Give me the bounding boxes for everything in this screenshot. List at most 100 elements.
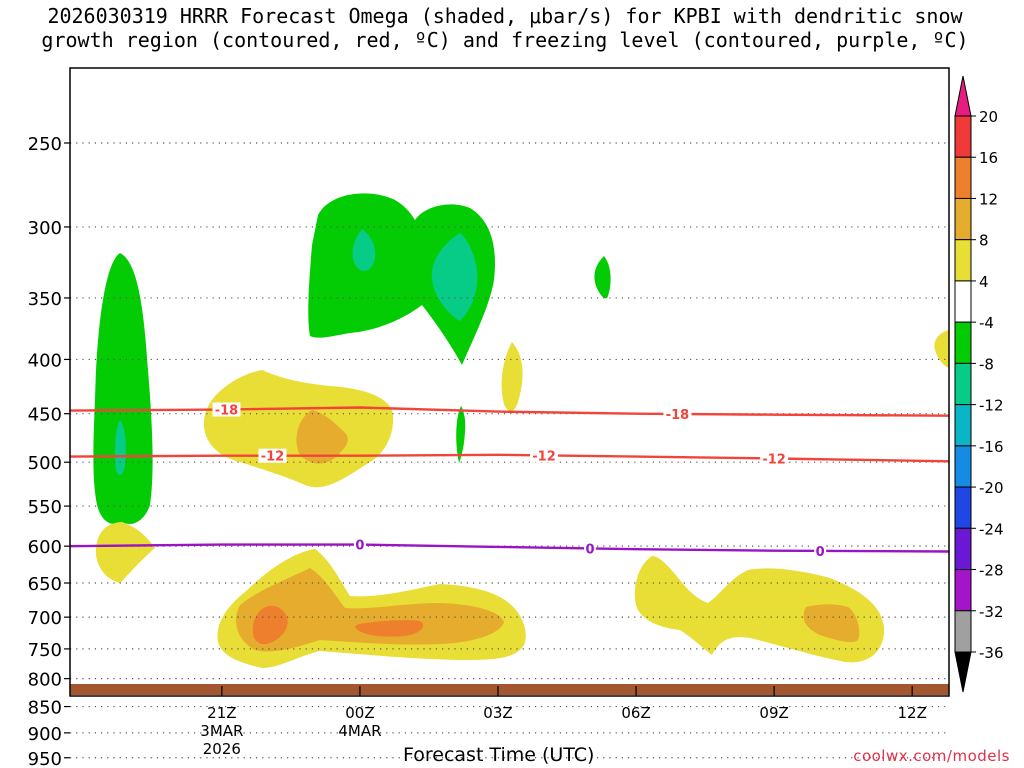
colorbar-label-4: 4 [979,273,989,291]
plot-frame [69,67,950,697]
contour-label-1-1: -12 [532,449,556,464]
colorbar-over-arrow [954,75,972,117]
y-tick-label-500: 500 [28,453,62,474]
y-tick-label-600: 600 [28,537,62,558]
x-tick-label-03Z: 03Z [483,704,512,722]
contour-label-bg-0-0 [212,402,241,417]
y-tick-label-950: 950 [28,749,62,768]
contour-label-2-0: 0 [355,539,364,554]
contour-label-1-2: -12 [762,452,786,467]
colorbar-bin-0 [954,115,972,158]
colorbar-label-6: -8 [979,355,994,373]
colorbar-label-8: -16 [979,438,1004,456]
contour-label-bg-2-0 [353,537,366,552]
contour-label-bg-1-0 [258,448,287,463]
colorbar-label-12: -32 [979,603,1004,621]
colorbar-label-2: 12 [979,190,998,208]
contour-label-0-1: -18 [666,408,690,423]
x-tick-label-21Z: 21Z [207,704,236,722]
contour-label-bg-0-1 [663,406,692,421]
contour-label-2-2: 0 [816,545,825,560]
omega-region-neg8-left-column [115,420,126,475]
colorbar-label-7: -12 [979,397,1004,415]
omega-region-pos8-lower-center [236,568,505,652]
y-tick-label-700: 700 [28,608,62,629]
colorbar-bin-7 [954,404,972,447]
pressure-gridlines [70,142,949,759]
y-tick-label-850: 850 [28,698,62,719]
y-tick-label-300: 300 [28,218,62,239]
colorbar-bin-11 [954,569,972,612]
colorbar-bin-4 [954,280,972,323]
omega-region-neg8-upper-center-b [431,233,478,321]
contour-line-2 [70,543,949,553]
colorbar-bin-9 [954,486,972,529]
y-tick-label-750: 750 [28,640,62,661]
omega-region-pos12-lower-center-a [252,605,288,645]
colorbar-label-5: -4 [979,314,994,332]
chart-title: 2026030319 HRRR Forecast Omega (shaded, … [0,4,1010,52]
omega-region-pos4-lower-left [95,522,155,583]
contour-label-bg-1-1 [530,448,559,463]
colorbar-bin-8 [954,445,972,488]
colorbar-label-3: 8 [979,232,989,250]
surface-terrain-strip [70,684,949,695]
x-tick-label-00Z: 00Z [345,704,374,722]
x-tick-sublabel-2026: 2026 [203,740,241,758]
contour-label-1-0: -12 [261,450,285,465]
y-tick-label-250: 250 [28,134,62,155]
colorbar-label-13: -36 [979,644,1004,662]
contour-label-2-1: 0 [586,542,595,557]
omega-region-pos12-lower-center-b [354,620,424,637]
y-axis: 250 300 350 400 450 500 550 600 650 700 750 800 850 9… [28,134,70,768]
contour-line-1 [70,453,949,463]
colorbar-bin-2 [954,197,972,241]
contour-label-bg-1-2 [760,451,789,466]
contour-label-bg-2-2 [814,543,827,558]
omega-region-neg4-small-0630z [594,256,611,299]
omega-region-neg4-small-0300z [456,406,466,463]
omega-region-pos4-lower-right [634,556,885,663]
x-tick-label-12Z: 12Z [897,704,926,722]
x-tick-sublabel-3MAR: 3MAR [200,722,243,740]
omega-region-pos8-mid-left [296,410,348,464]
omega-region-pos4-small-0330z [501,342,523,412]
x-tick-label-09Z: 09Z [759,704,788,722]
y-tick-label-450: 450 [28,405,62,426]
contour-label-0-0: -18 [215,403,239,418]
colorbar-bin-5 [954,321,972,364]
contour-labels: -18 -18 -12 -12 -12 0 0 0 [212,402,827,560]
colorbar-bin-6 [954,362,972,406]
omega-region-neg4-upper-center [308,193,495,365]
credit-link[interactable]: coolwx.com/models [853,747,1010,765]
y-tick-label-900: 900 [28,724,62,745]
colorbar-label-10: -24 [979,520,1004,538]
colorbar: 20 16 12 8 4 -4 -8 -12 -16 -20 -24 -28 -32 -36 [954,75,1004,693]
omega-region-pos4-right-edge [934,330,949,368]
y-tick-label-650: 650 [28,574,62,595]
colorbar-bin-1 [954,156,972,199]
x-axis-label: Forecast Time (UTC) [403,744,595,766]
colorbar-label-1: 16 [979,149,998,167]
y-tick-label-400: 400 [28,350,62,371]
chart-title-line-2: growth region (contoured, red, ºC) and f… [41,28,969,52]
chart-title-line-1: 2026030319 HRRR Forecast Omega (shaded, … [47,4,963,28]
colorbar-label-9: -20 [979,479,1004,497]
y-tick-label-550: 550 [28,497,62,518]
y-tick-label-800: 800 [28,670,62,691]
y-tick-label-350: 350 [28,289,62,310]
x-tick-label-06Z: 06Z [621,704,650,722]
colorbar-bin-10 [954,527,972,571]
contour-label-bg-2-1 [584,541,597,556]
omega-region-neg8-upper-center-a [352,229,376,272]
colorbar-bin-12 [954,610,972,653]
colorbar-label-11: -28 [979,562,1004,580]
omega-shading [93,193,949,668]
omega-region-neg4-left-column [93,253,153,525]
omega-region-pos8-lower-right [803,604,860,643]
colorbar-bin-3 [954,239,972,282]
colorbar-under-arrow [954,651,972,693]
temperature-contours [70,406,949,553]
